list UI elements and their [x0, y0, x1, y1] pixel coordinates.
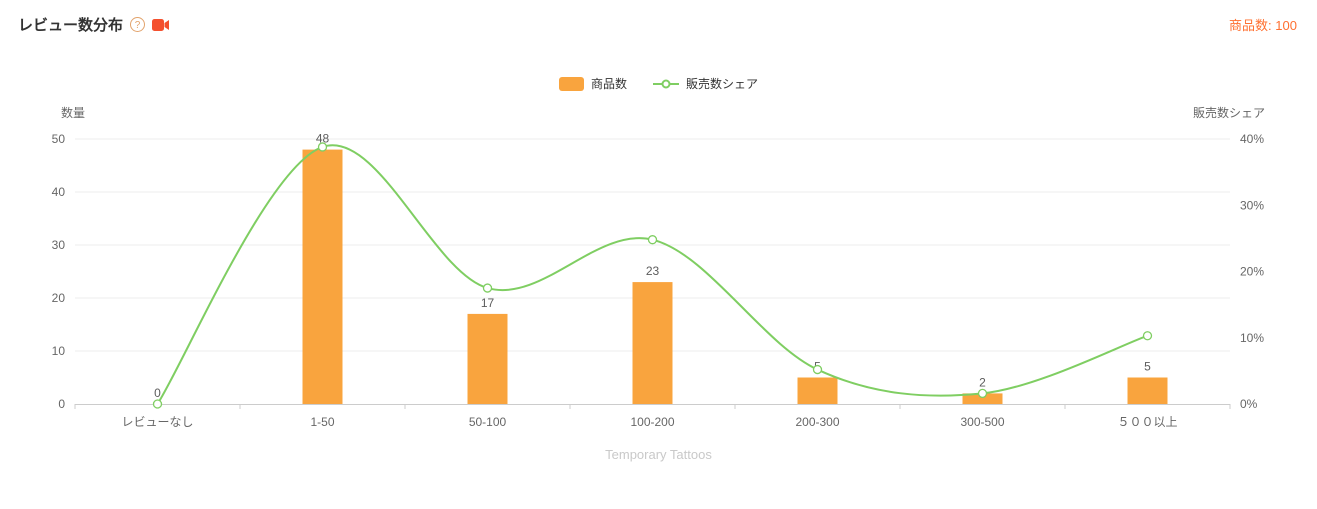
bar-value-label: 5	[1144, 360, 1151, 374]
bar-value-label: 2	[979, 375, 986, 389]
bar-300-500[interactable]	[962, 393, 1003, 404]
right-axis-tick-label: 10%	[1240, 331, 1264, 345]
sales-share-point-50-100[interactable]	[482, 283, 493, 293]
legend-item-sales-share[interactable]: 販売数シェア	[653, 75, 758, 92]
bar-５００以上[interactable]	[1127, 377, 1168, 405]
product-count-label: 商品数:	[1229, 18, 1272, 33]
chart-legend: 商品数 販売数シェア	[0, 75, 1317, 92]
x-axis-label-3: 100-200	[630, 415, 674, 429]
x-axis-label-0: レビューなし	[121, 415, 193, 429]
panel-header-left: レビュー数分布 ?	[18, 14, 170, 35]
left-axis-tick-label: 40	[52, 185, 66, 199]
left-axis-tick-label: 50	[52, 132, 66, 146]
x-axis-label-5: 300-500	[960, 415, 1004, 429]
chart-footer-label: Temporary Tattoos	[605, 447, 712, 462]
legend-line-dot	[661, 79, 671, 88]
sales-share-point-レビューなし[interactable]	[152, 399, 163, 409]
x-axis-label-1: 1-50	[310, 415, 334, 429]
bar-100-200[interactable]	[632, 282, 673, 404]
left-axis-tick-label: 30	[52, 238, 66, 252]
sales-share-point-100-200[interactable]	[647, 235, 658, 245]
left-axis-tick-label: 0	[58, 397, 65, 411]
sales-share-point-200-300[interactable]	[812, 364, 823, 375]
help-icon[interactable]: ?	[130, 17, 146, 32]
right-axis-tick-label: 30%	[1240, 198, 1264, 212]
x-axis-label-2: 50-100	[469, 415, 507, 429]
panel-title: レビュー数分布	[18, 17, 124, 34]
panel-header: レビュー数分布 ? 商品数: 100	[0, 0, 1317, 35]
legend-line-swatch	[653, 79, 679, 88]
legend-item-product-count[interactable]: 商品数	[558, 75, 627, 92]
left-axis-tick-label: 20	[52, 291, 66, 305]
sales-share-line	[156, 144, 1148, 405]
sales-share-point-300-500[interactable]	[977, 388, 988, 399]
x-axis-label-4: 200-300	[795, 415, 839, 429]
bar-1-50[interactable]	[302, 149, 343, 404]
bar-value-label: 17	[481, 296, 495, 310]
right-axis-tick-label: 40%	[1240, 132, 1264, 146]
sales-share-point-1-50[interactable]	[317, 142, 328, 152]
legend-label-sales-share: 販売数シェア	[686, 77, 759, 91]
bar-200-300[interactable]	[797, 377, 838, 405]
right-axis-tick-label: 0%	[1240, 397, 1258, 411]
product-count: 商品数: 100	[1229, 15, 1297, 34]
legend-label-product-count: 商品数	[590, 77, 627, 91]
x-axis-label-6: ５００以上	[1117, 415, 1177, 429]
right-axis-name: 販売数シェア	[1193, 105, 1265, 120]
left-axis-tick-label: 10	[52, 344, 66, 358]
right-axis-tick-label: 20%	[1240, 265, 1264, 279]
left-axis-name: 数量	[61, 105, 85, 120]
bar-50-100[interactable]	[467, 313, 508, 404]
bar-value-label: 23	[646, 264, 660, 278]
bar-value-label: 48	[316, 132, 330, 146]
bar-value-label: 0	[154, 386, 161, 400]
video-camera-icon[interactable]	[152, 18, 170, 31]
legend-bar-swatch	[558, 76, 584, 91]
sales-share-point-５００以上[interactable]	[1142, 331, 1153, 341]
product-count-value: 100	[1275, 18, 1297, 33]
